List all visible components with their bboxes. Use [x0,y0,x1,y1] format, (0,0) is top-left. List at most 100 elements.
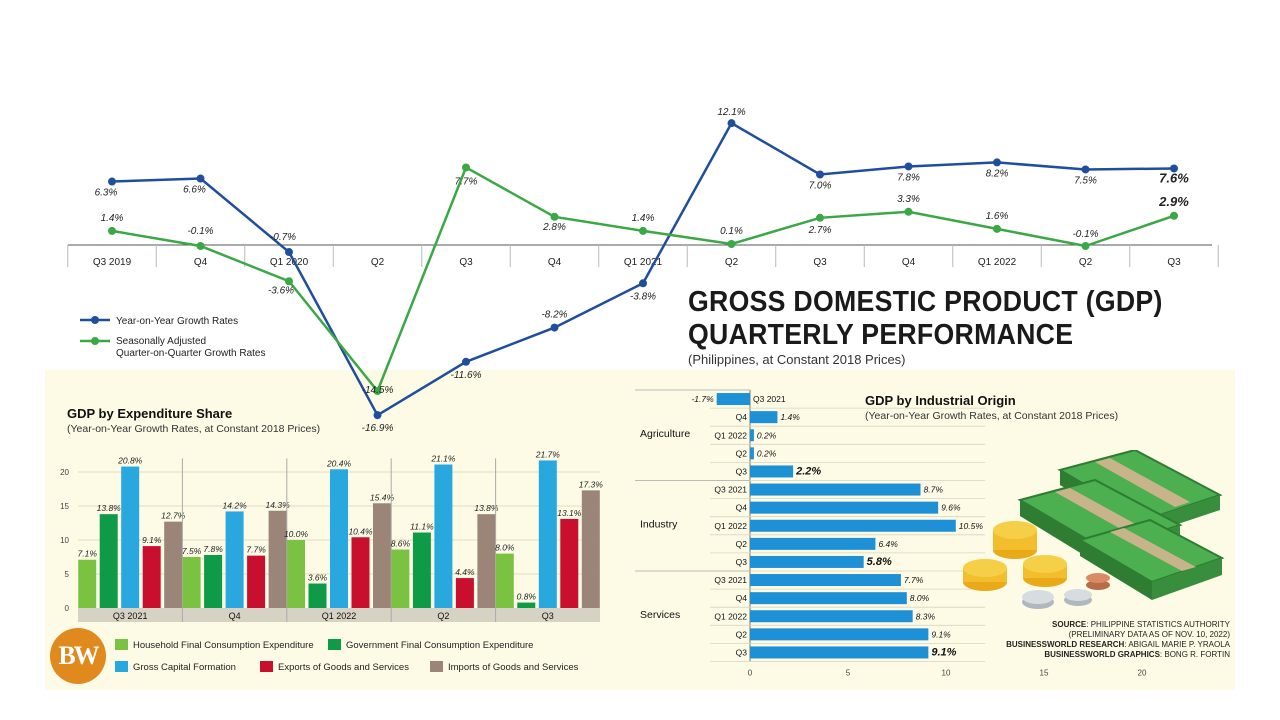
yoy-data-label: 7.0% [809,181,832,192]
industry-bar [750,628,929,641]
industry-bar-label: 9.1% [931,629,951,639]
x-tick-label: 15 [1040,669,1049,678]
banknote-stack-icon [1017,450,1225,600]
quarter-label: Q2 [736,448,748,458]
industry-bar [750,646,929,659]
industry-group-label: Agriculture [640,428,690,440]
businessworld-logo: BW [50,628,106,684]
expenditure-bar-label: 15.4% [370,492,395,502]
legend-label: Exports of Goods and Services [278,662,409,673]
expenditure-bar [351,537,370,608]
yoy-data-label: -0.7% [270,232,296,243]
expenditure-bar-label: 21.7% [535,449,561,459]
x-tick-label: Q4 [902,257,916,268]
qoq-data-label: 2.9% [1158,194,1189,209]
research-label: BUSINESSWORLD RESEARCH [1006,640,1125,649]
x-category-label: Q2 [437,611,449,621]
industry-bar-label: 5.8% [867,556,892,568]
expenditure-bar [182,557,201,608]
expenditure-bar-label: 8.0% [495,543,515,553]
qoq-data-point [373,387,382,396]
qoq-data-label: 1.4% [632,213,655,224]
expenditure-bar-chart: GDP by Expenditure Share (Year-on-Year Gr… [60,406,603,673]
y-tick-label: 5 [65,570,70,579]
expenditure-bar [204,554,223,608]
x-tick-label: Q2 [725,257,739,268]
x-tick-label: 0 [748,669,753,678]
expenditure-bar-label: 14.3% [266,500,291,510]
qoq-data-label: 7.7% [455,176,478,187]
expenditure-bar [78,559,97,608]
y-tick-label: 15 [60,502,69,511]
graphics-value: : BONG R. FORTIN [1159,650,1230,659]
x-tick-label: 20 [1138,669,1147,678]
industry-bar-label: 8.7% [924,485,944,495]
industry-bar [750,592,907,605]
legend-swatch [115,639,128,650]
qoq-data-point [816,213,824,222]
expenditure-bar [495,553,514,608]
expenditure-bar-label: 13.8% [97,503,122,513]
source-value: : PHILIPPINE STATISTICS AUTHORITY [1086,620,1230,629]
expenditure-bar [164,521,183,608]
expenditure-bar [308,583,327,608]
industrial-chart-subtitle: (Year-on-Year Growth Rates, at Constant … [865,410,1118,422]
expenditure-bar-label: 7.1% [78,549,98,559]
expenditure-bar-label: 21.1% [430,454,456,464]
industrial-origin-bar-chart: GDP by Industrial Origin (Year-on-Year Gr… [635,389,1147,678]
expenditure-bar-label: 0.8% [517,592,537,602]
expenditure-chart-subtitle: (Year-on-Year Growth Rates, at Constant … [67,423,320,435]
yoy-data-label: -11.6% [451,370,482,381]
quarter-label: Q4 [736,593,748,603]
yoy-series-line [111,121,1175,417]
x-category-label: Q3 2021 [113,611,148,621]
qoq-data-label: 2.8% [542,222,566,233]
title-line-1: GROSS DOMESTIC PRODUCT (GDP) [688,286,1163,318]
industry-bar-label: 9.6% [941,503,961,513]
source-credits: SOURCE: PHILIPPINE STATISTICS AUTHORITY … [1006,620,1230,660]
quarter-label: Q3 [736,466,748,476]
expenditure-bar [287,540,305,608]
expenditure-bar [142,546,161,608]
quarter-label: Q2 [736,539,748,549]
yoy-data-label: -16.9% [362,423,394,434]
expenditure-bar-label: 4.4% [455,567,475,577]
yoy-data-point [462,357,470,366]
legend-swatch [430,661,443,672]
quarter-label: Q3 2021 [753,394,786,404]
quarter-label: Q1 2022 [714,611,747,621]
x-tick-label: Q3 2019 [93,257,132,268]
qoq-data-point [1170,211,1178,220]
expenditure-bar-label: 20.8% [117,456,143,466]
expenditure-bar-label: 11.1% [410,522,434,532]
yoy-data-point [373,411,382,420]
yoy-data-point [1081,165,1090,174]
yoy-data-label: 6.6% [183,185,206,196]
expenditure-bar [268,510,287,608]
legend-label: Gross Capital Formation [133,662,236,673]
quarter-label: Q3 [736,647,748,657]
quarter-label: Q1 2022 [714,430,747,440]
expenditure-bar-label: 13.1% [557,508,582,518]
y-tick-label: 10 [60,536,69,545]
gdp-growth-line-chart: Q3 2019 Q4 Q1 2020 Q2 Q3 Q4 Q1 2021 Q2 Q3 Q4 Q1 20… [67,107,1219,434]
expenditure-bar [455,578,474,608]
expenditure-bar [121,466,140,608]
expenditure-bar [391,549,410,608]
industry-bar-label: 2.2% [795,465,821,477]
qoq-data-label: 3.3% [897,194,920,205]
industry-bar [716,393,750,406]
industry-group-label: Industry [640,519,678,531]
expenditure-bar [434,464,453,608]
industrial-chart-title: GDP by Industrial Origin [865,393,1016,408]
x-tick-label: Q1 2020 [270,257,309,268]
industry-bar-label: 0.2% [757,430,777,440]
industry-bar-label: 10.5% [959,521,984,531]
expenditure-bar [412,532,431,608]
expenditure-bar-label: 10.4% [348,526,373,536]
yoy-data-label: -8.2% [541,310,567,321]
x-tick-label: Q1 2022 [978,257,1017,268]
x-tick-label: Q2 [1079,257,1093,268]
quarter-label: Q4 [736,412,748,422]
qoq-data-point [196,242,205,251]
